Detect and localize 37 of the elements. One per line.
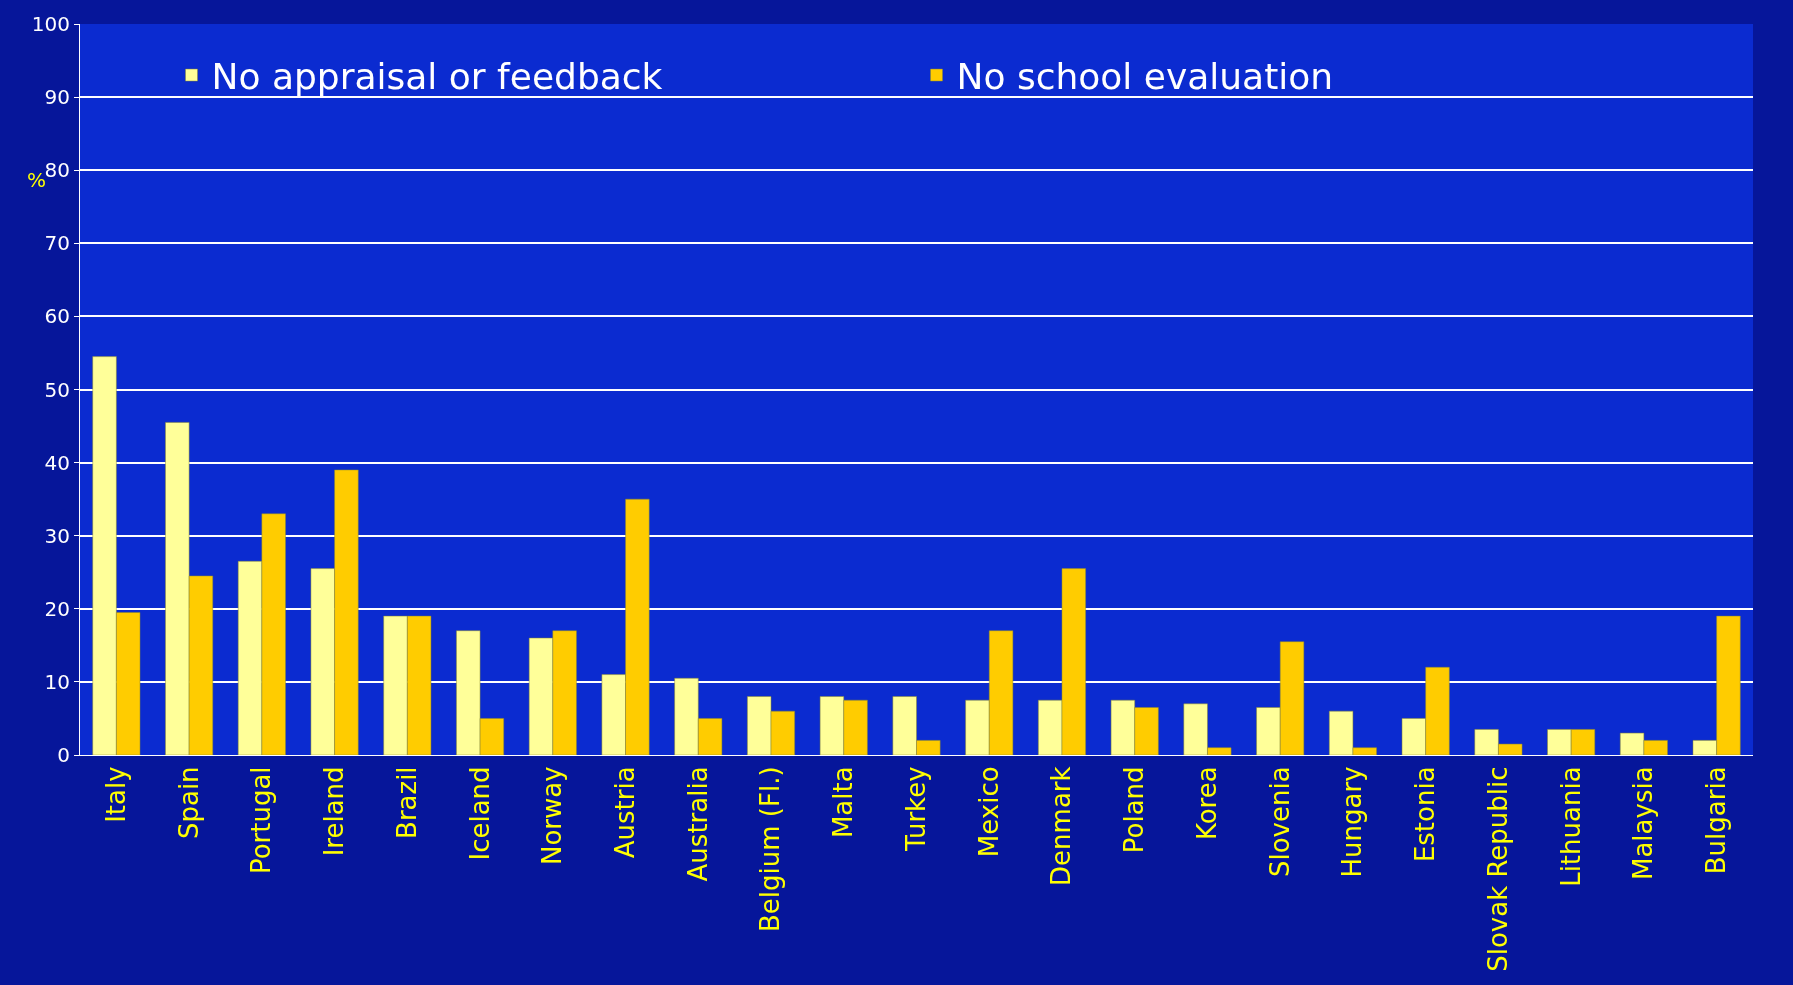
y-tick-label: 10 [44, 669, 70, 694]
y-axis-title: % [27, 168, 47, 192]
x-tick-label: Belgium (Fl.) [755, 766, 786, 932]
y-tick-label: 0 [57, 743, 70, 767]
x-tick-label: Mexico [973, 766, 1004, 858]
x-tick-label: Ireland [319, 766, 350, 857]
x-tick-label: Korea [1191, 766, 1222, 841]
x-tick-label: Brazil [391, 766, 422, 839]
legend-label: No appraisal or feedback [211, 56, 663, 98]
legend-label: No school evaluation [956, 56, 1334, 98]
x-tick-label: Estonia [1410, 766, 1441, 863]
x-tick-label: Italy [100, 766, 131, 823]
x-tick-label: Australia [682, 766, 713, 882]
y-tick-label: 80 [44, 158, 70, 183]
y-tick-label: 50 [44, 377, 70, 402]
x-tick-label: Poland [1119, 766, 1150, 854]
x-tick-label: Slovenia [1264, 766, 1295, 878]
x-tick-label: Bulgaria [1701, 766, 1732, 875]
x-tick-label: Malaysia [1628, 766, 1659, 881]
x-tick-label: Portugal [246, 766, 277, 875]
y-tick-label: 70 [44, 231, 70, 256]
x-tick-label: Iceland [464, 766, 495, 861]
y-tick-label: 30 [44, 523, 70, 548]
y-tick-label: 20 [44, 596, 70, 621]
x-tick-label: Austria [609, 766, 640, 859]
x-tick-label: Denmark [1046, 766, 1077, 886]
y-tick-label: 40 [44, 450, 70, 475]
x-tick-label: Norway [537, 766, 568, 866]
x-tick-label: Slovak Republic [1482, 766, 1513, 972]
x-tick-label: Hungary [1337, 766, 1368, 878]
x-tick-label: Turkey [900, 766, 931, 853]
x-tick-label: Spain [173, 766, 204, 840]
x-tick-label: Lithuania [1555, 766, 1586, 887]
x-tick-label: Malta [828, 766, 859, 839]
y-tick-label: 100 [31, 12, 70, 36]
y-tick-label: 90 [44, 85, 70, 110]
y-tick-label: 60 [44, 304, 70, 329]
